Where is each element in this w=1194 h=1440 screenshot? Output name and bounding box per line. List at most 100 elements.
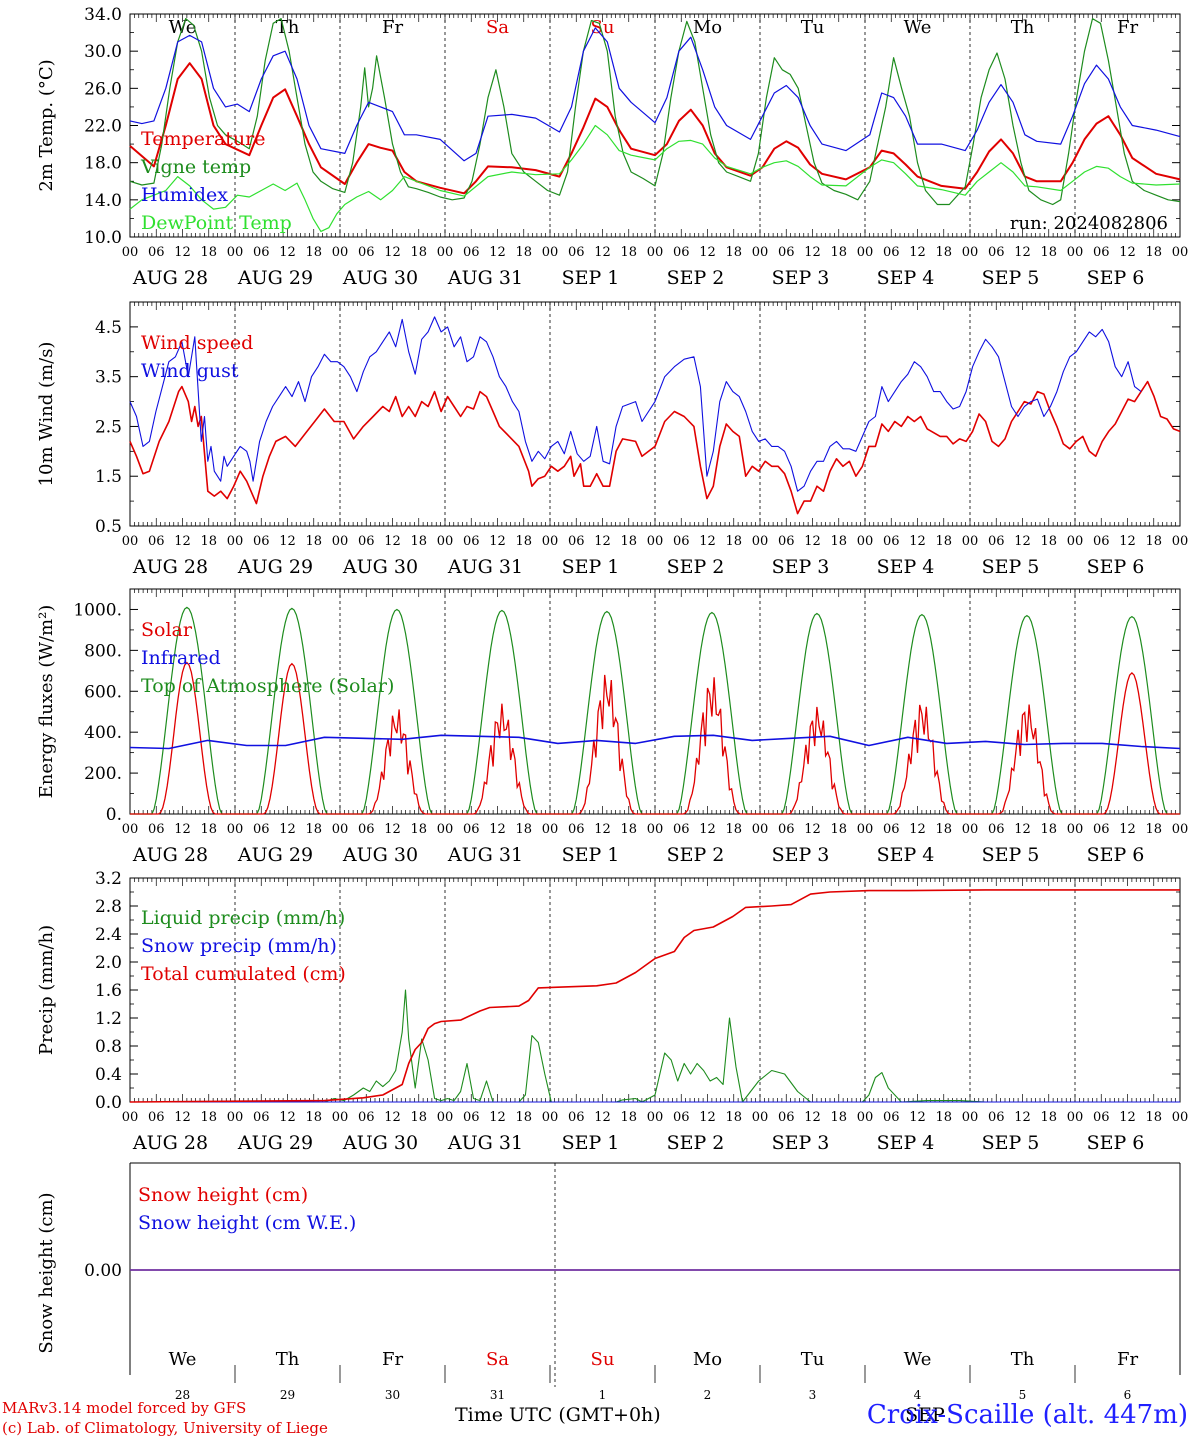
legend-entry: Top of Atmosphere (Solar) — [141, 675, 394, 697]
hour-label: 18 — [515, 822, 532, 837]
date-label: AUG 30 — [342, 556, 418, 578]
hour-label: 18 — [200, 822, 217, 837]
hour-label: 00 — [752, 822, 769, 837]
y-tick-label: 1.5 — [95, 467, 122, 487]
legend-entry: Snow height (cm) — [138, 1184, 308, 1206]
hour-label: 06 — [148, 822, 165, 837]
y-tick-label: 0.00 — [84, 1261, 122, 1281]
hour-label: 18 — [725, 534, 742, 549]
weekday-label: Th — [276, 1349, 300, 1370]
hour-label: 12 — [594, 1110, 611, 1125]
hour-label: 12 — [909, 534, 926, 549]
y-tick-label: 22.0 — [84, 117, 122, 137]
hour-label: 12 — [279, 1110, 296, 1125]
hour-label: 06 — [463, 822, 480, 837]
hour-label: 00 — [437, 245, 454, 260]
date-label: AUG 30 — [342, 267, 418, 289]
weekday-label: We — [904, 1349, 932, 1370]
weekday-label: Mo — [693, 1349, 722, 1370]
y-tick-label: 26.0 — [84, 79, 122, 99]
date-label: AUG 28 — [132, 1132, 208, 1154]
weekday-label: Sa — [486, 1349, 509, 1370]
weekday-label: Mo — [693, 17, 722, 38]
day-number: 28 — [175, 1388, 190, 1402]
hour-label: 06 — [568, 822, 585, 837]
hour-label: 12 — [909, 1110, 926, 1125]
hour-label: 00 — [857, 534, 874, 549]
hour-label: 18 — [935, 534, 952, 549]
hour-label: 06 — [1093, 822, 1110, 837]
hour-label: 00 — [1067, 1110, 1084, 1125]
date-label: AUG 31 — [447, 1132, 523, 1154]
hour-label: 12 — [1014, 1110, 1031, 1125]
y-tick-label: 2.5 — [95, 417, 122, 437]
legend-entry: Wind gust — [141, 360, 239, 382]
hour-label: 12 — [804, 245, 821, 260]
weekday-label: Sa — [486, 17, 509, 38]
hour-label: 12 — [1119, 1110, 1136, 1125]
hour-label: 12 — [909, 822, 926, 837]
date-label: SEP 6 — [1087, 1132, 1145, 1154]
date-label: AUG 29 — [237, 1132, 313, 1154]
hour-label: 00 — [437, 534, 454, 549]
hour-label: 06 — [253, 534, 270, 549]
hour-label: 12 — [1014, 822, 1031, 837]
date-label: SEP 2 — [667, 844, 725, 866]
hour-label: 00 — [542, 534, 559, 549]
hour-label: 12 — [1014, 534, 1031, 549]
weekday-label: Tu — [801, 17, 825, 38]
hour-label: 18 — [200, 245, 217, 260]
date-label: SEP 5 — [982, 1132, 1040, 1154]
hour-label: 06 — [1093, 245, 1110, 260]
hour-label: 18 — [305, 534, 322, 549]
hour-label: 00 — [647, 534, 664, 549]
hour-label: 12 — [1014, 245, 1031, 260]
date-label: AUG 30 — [342, 1132, 418, 1154]
y-tick-label: 2.4 — [95, 925, 122, 945]
hour-label: 00 — [962, 245, 979, 260]
y-tick-label: 14.0 — [84, 191, 122, 211]
hour-label: 18 — [410, 534, 427, 549]
y-tick-label: 2.0 — [95, 953, 122, 973]
model-credit: MARv3.14 model forced by GFS — [2, 1399, 247, 1417]
hour-label: 06 — [778, 1110, 795, 1125]
hour-label: 00 — [962, 534, 979, 549]
hour-label: 18 — [410, 822, 427, 837]
y-tick-label: 200. — [84, 764, 122, 784]
hour-label: 06 — [778, 534, 795, 549]
series-line-wind-gust — [129, 316, 1142, 492]
hour-label: 06 — [568, 1110, 585, 1125]
hour-label: 12 — [699, 1110, 716, 1125]
hour-label: 12 — [384, 534, 401, 549]
hour-label: 00 — [1067, 534, 1084, 549]
hour-label: 18 — [1145, 245, 1162, 260]
hour-label: 12 — [594, 822, 611, 837]
date-label: SEP 2 — [667, 1132, 725, 1154]
hour-label: 18 — [1040, 245, 1057, 260]
day-number: 30 — [385, 1388, 400, 1402]
day-number: 1 — [599, 1388, 607, 1402]
hour-label: 06 — [463, 1110, 480, 1125]
date-label: AUG 31 — [447, 844, 523, 866]
date-label: SEP 6 — [1087, 556, 1145, 578]
hour-label: 12 — [279, 534, 296, 549]
hour-label: 06 — [1093, 1110, 1110, 1125]
hour-label: 00 — [227, 822, 244, 837]
day-number: 2 — [704, 1388, 712, 1402]
hour-label: 00 — [1172, 534, 1189, 549]
series-line-humidex — [129, 27, 1181, 162]
hour-label: 00 — [227, 1110, 244, 1125]
hour-label: 18 — [830, 534, 847, 549]
weekday-label: Su — [591, 1349, 615, 1370]
run-label: run: 2024082806 — [1010, 213, 1168, 234]
y-tick-label: 3.5 — [95, 368, 122, 388]
hour-label: 06 — [988, 245, 1005, 260]
y-axis-label: 2m Temp. (°C) — [36, 59, 57, 191]
date-label: SEP 5 — [982, 556, 1040, 578]
hour-label: 12 — [384, 245, 401, 260]
hour-label: 00 — [332, 534, 349, 549]
hour-label: 18 — [410, 245, 427, 260]
legend-entry: Temperature — [141, 128, 265, 150]
hour-label: 18 — [620, 1110, 637, 1125]
